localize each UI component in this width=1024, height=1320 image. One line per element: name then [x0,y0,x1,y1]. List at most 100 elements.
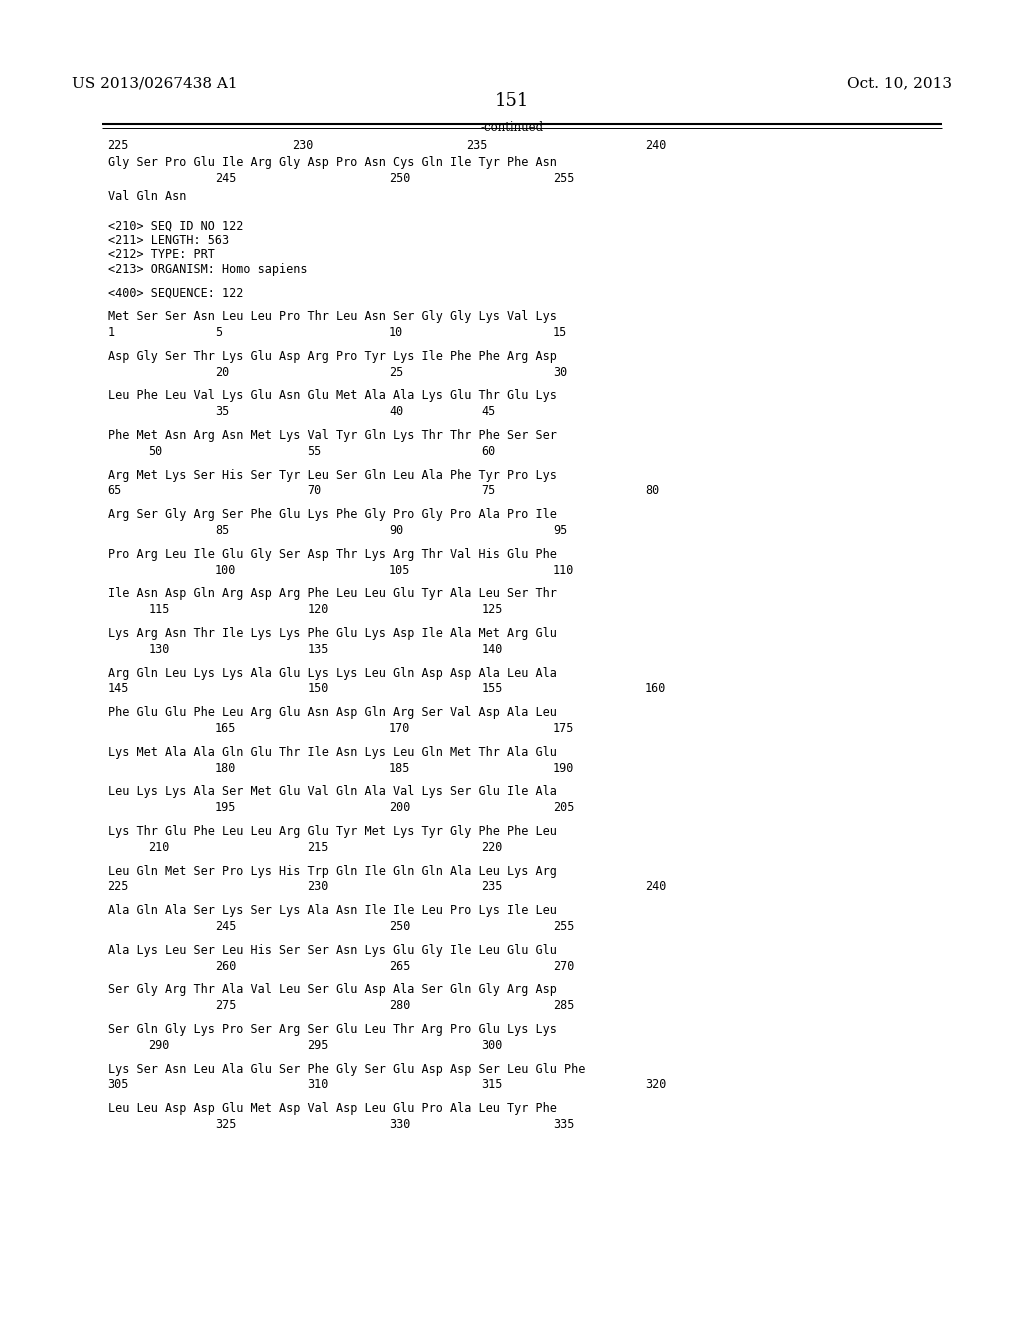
Text: 250: 250 [389,920,411,933]
Text: 235: 235 [466,139,487,152]
Text: 175: 175 [553,722,574,735]
Text: Leu Lys Lys Ala Ser Met Glu Val Gln Ala Val Lys Ser Glu Ile Ala: Leu Lys Lys Ala Ser Met Glu Val Gln Ala … [108,785,556,799]
Text: 25: 25 [389,366,403,379]
Text: 20: 20 [215,366,229,379]
Text: Lys Ser Asn Leu Ala Glu Ser Phe Gly Ser Glu Asp Asp Ser Leu Glu Phe: Lys Ser Asn Leu Ala Glu Ser Phe Gly Ser … [108,1063,585,1076]
Text: 310: 310 [307,1078,329,1092]
Text: 155: 155 [481,682,503,696]
Text: 160: 160 [645,682,667,696]
Text: Val Gln Asn: Val Gln Asn [108,190,186,203]
Text: Ser Gln Gly Lys Pro Ser Arg Ser Glu Leu Thr Arg Pro Glu Lys Lys: Ser Gln Gly Lys Pro Ser Arg Ser Glu Leu … [108,1023,556,1036]
Text: 190: 190 [553,762,574,775]
Text: Asp Gly Ser Thr Lys Glu Asp Arg Pro Tyr Lys Ile Phe Phe Arg Asp: Asp Gly Ser Thr Lys Glu Asp Arg Pro Tyr … [108,350,556,363]
Text: 330: 330 [389,1118,411,1131]
Text: 170: 170 [389,722,411,735]
Text: 135: 135 [307,643,329,656]
Text: Gly Ser Pro Glu Ile Arg Gly Asp Pro Asn Cys Gln Ile Tyr Phe Asn: Gly Ser Pro Glu Ile Arg Gly Asp Pro Asn … [108,156,556,169]
Text: 240: 240 [645,880,667,894]
Text: Lys Arg Asn Thr Ile Lys Lys Phe Glu Lys Asp Ile Ala Met Arg Glu: Lys Arg Asn Thr Ile Lys Lys Phe Glu Lys … [108,627,556,640]
Text: 245: 245 [215,920,237,933]
Text: 30: 30 [553,366,567,379]
Text: 40: 40 [389,405,403,418]
Text: 300: 300 [481,1039,503,1052]
Text: 10: 10 [389,326,403,339]
Text: Ile Asn Asp Gln Arg Asp Arg Phe Leu Leu Glu Tyr Ala Leu Ser Thr: Ile Asn Asp Gln Arg Asp Arg Phe Leu Leu … [108,587,556,601]
Text: <210> SEQ ID NO 122: <210> SEQ ID NO 122 [108,219,243,232]
Text: 225: 225 [108,139,129,152]
Text: <400> SEQUENCE: 122: <400> SEQUENCE: 122 [108,286,243,300]
Text: 100: 100 [215,564,237,577]
Text: 270: 270 [553,960,574,973]
Text: 45: 45 [481,405,496,418]
Text: 75: 75 [481,484,496,498]
Text: -continued: -continued [480,121,544,135]
Text: 125: 125 [481,603,503,616]
Text: 1: 1 [108,326,115,339]
Text: Leu Gln Met Ser Pro Lys His Trp Gln Ile Gln Gln Ala Leu Lys Arg: Leu Gln Met Ser Pro Lys His Trp Gln Ile … [108,865,556,878]
Text: 95: 95 [553,524,567,537]
Text: 130: 130 [148,643,170,656]
Text: 315: 315 [481,1078,503,1092]
Text: 245: 245 [215,172,237,185]
Text: 225: 225 [108,880,129,894]
Text: 70: 70 [307,484,322,498]
Text: Met Ser Ser Asn Leu Leu Pro Thr Leu Asn Ser Gly Gly Lys Val Lys: Met Ser Ser Asn Leu Leu Pro Thr Leu Asn … [108,310,556,323]
Text: 120: 120 [307,603,329,616]
Text: 285: 285 [553,999,574,1012]
Text: 180: 180 [215,762,237,775]
Text: US 2013/0267438 A1: US 2013/0267438 A1 [72,77,238,91]
Text: Arg Ser Gly Arg Ser Phe Glu Lys Phe Gly Pro Gly Pro Ala Pro Ile: Arg Ser Gly Arg Ser Phe Glu Lys Phe Gly … [108,508,556,521]
Text: Phe Met Asn Arg Asn Met Lys Val Tyr Gln Lys Thr Thr Phe Ser Ser: Phe Met Asn Arg Asn Met Lys Val Tyr Gln … [108,429,556,442]
Text: Ala Gln Ala Ser Lys Ser Lys Ala Asn Ile Ile Leu Pro Lys Ile Leu: Ala Gln Ala Ser Lys Ser Lys Ala Asn Ile … [108,904,556,917]
Text: 250: 250 [389,172,411,185]
Text: 205: 205 [553,801,574,814]
Text: Lys Thr Glu Phe Leu Leu Arg Glu Tyr Met Lys Tyr Gly Phe Phe Leu: Lys Thr Glu Phe Leu Leu Arg Glu Tyr Met … [108,825,556,838]
Text: 151: 151 [495,92,529,111]
Text: Arg Gln Leu Lys Lys Ala Glu Lys Lys Leu Gln Asp Asp Ala Leu Ala: Arg Gln Leu Lys Lys Ala Glu Lys Lys Leu … [108,667,556,680]
Text: 255: 255 [553,920,574,933]
Text: 90: 90 [389,524,403,537]
Text: 140: 140 [481,643,503,656]
Text: 305: 305 [108,1078,129,1092]
Text: <212> TYPE: PRT: <212> TYPE: PRT [108,248,214,261]
Text: <211> LENGTH: 563: <211> LENGTH: 563 [108,234,228,247]
Text: 105: 105 [389,564,411,577]
Text: 280: 280 [389,999,411,1012]
Text: 200: 200 [389,801,411,814]
Text: 295: 295 [307,1039,329,1052]
Text: 55: 55 [307,445,322,458]
Text: 215: 215 [307,841,329,854]
Text: 50: 50 [148,445,163,458]
Text: <213> ORGANISM: Homo sapiens: <213> ORGANISM: Homo sapiens [108,263,307,276]
Text: 220: 220 [481,841,503,854]
Text: Ser Gly Arg Thr Ala Val Leu Ser Glu Asp Ala Ser Gln Gly Arg Asp: Ser Gly Arg Thr Ala Val Leu Ser Glu Asp … [108,983,556,997]
Text: 80: 80 [645,484,659,498]
Text: 260: 260 [215,960,237,973]
Text: 290: 290 [148,1039,170,1052]
Text: 15: 15 [553,326,567,339]
Text: 230: 230 [307,880,329,894]
Text: 210: 210 [148,841,170,854]
Text: 5: 5 [215,326,222,339]
Text: 275: 275 [215,999,237,1012]
Text: Ala Lys Leu Ser Leu His Ser Ser Asn Lys Glu Gly Ile Leu Glu Glu: Ala Lys Leu Ser Leu His Ser Ser Asn Lys … [108,944,556,957]
Text: Lys Met Ala Ala Gln Glu Thr Ile Asn Lys Leu Gln Met Thr Ala Glu: Lys Met Ala Ala Gln Glu Thr Ile Asn Lys … [108,746,556,759]
Text: 145: 145 [108,682,129,696]
Text: 35: 35 [215,405,229,418]
Text: 185: 185 [389,762,411,775]
Text: 320: 320 [645,1078,667,1092]
Text: 335: 335 [553,1118,574,1131]
Text: 255: 255 [553,172,574,185]
Text: 60: 60 [481,445,496,458]
Text: 235: 235 [481,880,503,894]
Text: Oct. 10, 2013: Oct. 10, 2013 [847,77,952,91]
Text: 265: 265 [389,960,411,973]
Text: 230: 230 [292,139,313,152]
Text: 110: 110 [553,564,574,577]
Text: Phe Glu Glu Phe Leu Arg Glu Asn Asp Gln Arg Ser Val Asp Ala Leu: Phe Glu Glu Phe Leu Arg Glu Asn Asp Gln … [108,706,556,719]
Text: 195: 195 [215,801,237,814]
Text: Leu Leu Asp Asp Glu Met Asp Val Asp Leu Glu Pro Ala Leu Tyr Phe: Leu Leu Asp Asp Glu Met Asp Val Asp Leu … [108,1102,556,1115]
Text: 325: 325 [215,1118,237,1131]
Text: 150: 150 [307,682,329,696]
Text: 85: 85 [215,524,229,537]
